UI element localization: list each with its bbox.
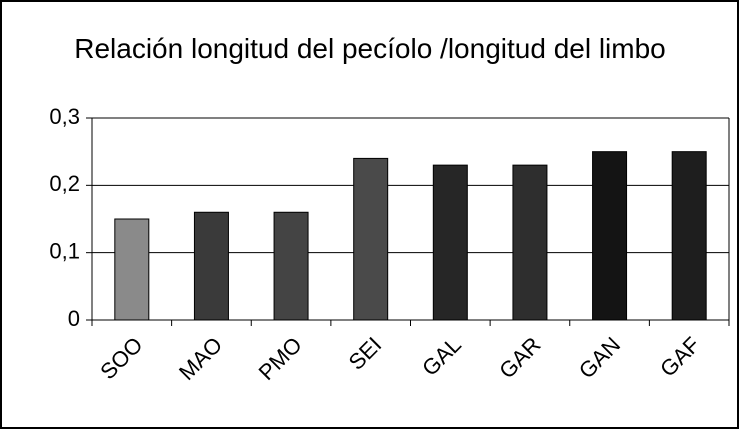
bar bbox=[432, 164, 468, 321]
x-tick-label: SEI bbox=[344, 332, 387, 375]
bar bbox=[273, 211, 309, 321]
bar bbox=[512, 164, 548, 321]
x-tick-label: GAN bbox=[574, 332, 625, 383]
y-tick-label: 0 bbox=[68, 306, 80, 331]
y-tick-label: 0,1 bbox=[49, 238, 80, 263]
bar bbox=[114, 218, 150, 321]
y-tick-label: 0,3 bbox=[49, 104, 80, 129]
bar bbox=[592, 151, 628, 321]
chart-title: Relación longitud del pecíolo /longitud … bbox=[74, 33, 666, 64]
x-tick-label: MAO bbox=[174, 332, 227, 385]
x-tick-label: GAR bbox=[494, 332, 545, 383]
bar bbox=[671, 151, 707, 321]
bar bbox=[193, 211, 229, 321]
x-tick-label: PMO bbox=[254, 332, 307, 385]
y-tick-label: 0,2 bbox=[49, 171, 80, 196]
x-tick-label: GAL bbox=[417, 332, 466, 381]
x-tick-label: SOO bbox=[95, 332, 147, 384]
bar bbox=[353, 157, 389, 321]
x-tick-label: GAF bbox=[655, 332, 705, 382]
